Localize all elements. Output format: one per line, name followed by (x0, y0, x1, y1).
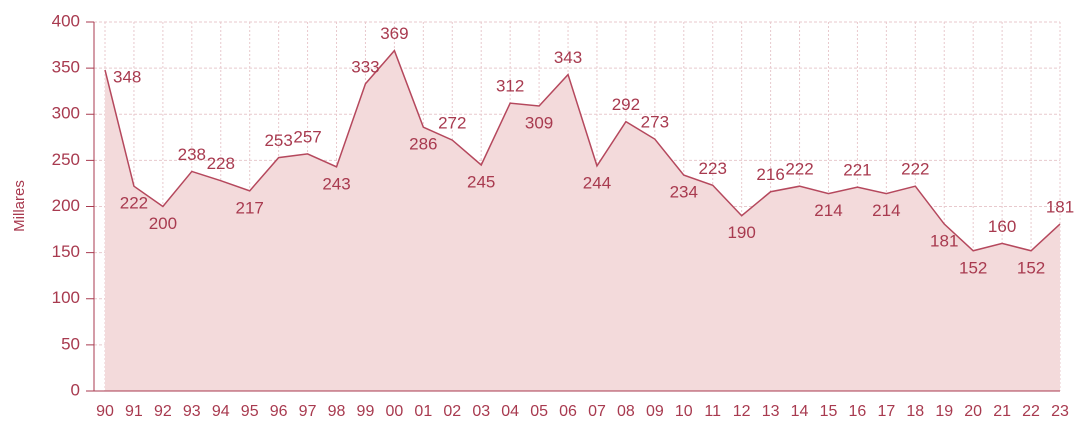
y-tick-label: 0 (71, 380, 80, 399)
x-tick-label: 96 (270, 403, 288, 420)
x-tick-label: 01 (414, 403, 432, 420)
x-tick-label: 99 (357, 403, 375, 420)
y-tick-label: 400 (52, 11, 80, 30)
data-label: 309 (525, 113, 553, 132)
x-tick-label: 05 (530, 403, 548, 420)
data-label: 244 (583, 173, 611, 192)
x-tick-label: 23 (1051, 403, 1069, 420)
data-label: 348 (113, 67, 141, 86)
y-tick-label: 300 (52, 104, 80, 123)
x-tick-label: 08 (617, 403, 635, 420)
x-tick-label: 09 (646, 403, 664, 420)
x-tick-label: 11 (704, 403, 721, 420)
data-label: 160 (988, 217, 1016, 236)
data-label: 286 (409, 135, 437, 154)
data-label: 214 (814, 201, 842, 220)
data-label: 152 (959, 258, 987, 277)
y-tick-label: 350 (52, 58, 80, 77)
x-tick-label: 15 (820, 403, 838, 420)
area (105, 50, 1060, 391)
x-tick-label: 92 (154, 403, 172, 420)
x-tick-label: 22 (1022, 403, 1040, 420)
x-tick-label: 94 (212, 403, 230, 420)
x-tick-label: 20 (964, 403, 982, 420)
data-label: 222 (785, 160, 813, 179)
x-tick-label: 98 (328, 403, 346, 420)
data-label: 238 (178, 145, 206, 164)
data-label: 369 (380, 24, 408, 43)
data-label: 221 (843, 161, 871, 180)
data-label: 292 (612, 95, 640, 114)
data-label: 312 (496, 77, 524, 96)
data-label: 343 (554, 48, 582, 67)
data-label: 273 (641, 113, 669, 132)
data-label: 223 (699, 159, 727, 178)
data-label: 243 (322, 174, 350, 193)
data-label: 222 (120, 194, 148, 213)
data-label: 190 (727, 223, 755, 242)
x-tick-label: 06 (559, 403, 577, 420)
data-label: 200 (149, 214, 177, 233)
y-tick-label: 50 (61, 334, 80, 353)
x-tick-label: 19 (935, 403, 953, 420)
data-label: 272 (438, 114, 466, 133)
line (104, 49, 1061, 252)
data-label: 217 (236, 198, 264, 217)
data-label: 181 (930, 232, 958, 251)
x-tick-label: 10 (675, 403, 693, 420)
x-tick-label: 07 (588, 403, 606, 420)
x-tick-label: 21 (993, 403, 1011, 420)
x-tick-label: 97 (299, 403, 317, 420)
y-axis-label: Millares (11, 180, 28, 232)
data-label: 216 (756, 165, 784, 184)
x-tick-label: 18 (906, 403, 924, 420)
data-label: 181 (1046, 198, 1074, 217)
x-tick-label: 04 (501, 403, 519, 420)
data-label: 257 (293, 127, 321, 146)
x-tick-label: 03 (472, 403, 490, 420)
data-label: 333 (351, 57, 379, 76)
x-tick-label: 91 (125, 403, 143, 420)
x-tick-label: 17 (877, 403, 895, 420)
y-tick-label: 150 (52, 242, 80, 261)
data-label: 253 (264, 131, 292, 150)
data-label: 234 (670, 183, 698, 202)
x-tick-label: 13 (762, 403, 780, 420)
x-tick-label: 02 (443, 403, 461, 420)
x-tick-label: 14 (791, 403, 809, 420)
data-label: 214 (872, 201, 900, 220)
data-label: 228 (207, 154, 235, 173)
x-tick-label: 93 (183, 403, 201, 420)
x-tick-label: 16 (849, 403, 867, 420)
data-label: 222 (901, 160, 929, 179)
y-tick-label: 100 (52, 288, 80, 307)
x-tick-label: 00 (385, 403, 403, 420)
y-tick-label: 200 (52, 196, 80, 215)
y-tick-label: 250 (52, 150, 80, 169)
x-tick-label: 95 (241, 403, 259, 420)
data-label: 152 (1017, 258, 1045, 277)
x-tick-label: 90 (96, 403, 114, 420)
data-label: 245 (467, 172, 495, 191)
x-tick-label: 12 (733, 403, 751, 420)
